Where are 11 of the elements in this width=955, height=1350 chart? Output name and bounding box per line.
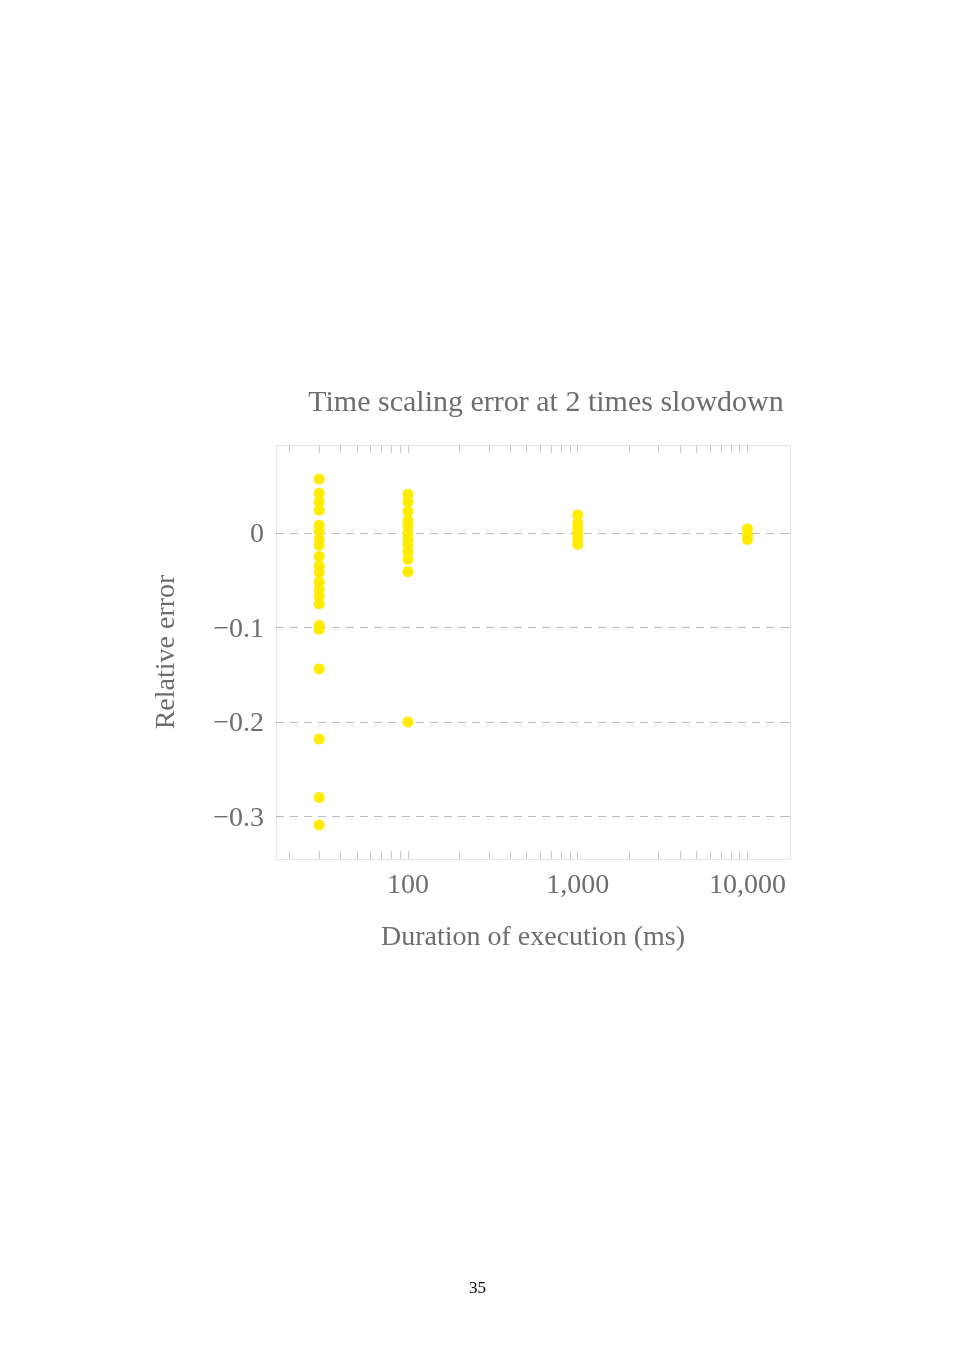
- x-axis-title: Duration of execution (ms): [380, 919, 686, 951]
- y-tick-label: 0: [250, 517, 264, 549]
- x-tick-label: 100: [386, 867, 429, 899]
- text: 35: [469, 1278, 486, 1297]
- y-tick-label: −0.1: [213, 611, 264, 643]
- chart-title: Time scaling error at 2 times slowdown: [308, 383, 784, 417]
- y-tick-label: −0.2: [213, 706, 264, 738]
- y-tick-label: −0.3: [213, 800, 264, 832]
- y-axis-title: Relative error: [148, 573, 180, 730]
- x-tick-label: 1,000: [546, 867, 610, 899]
- x-tick-label: 10,000: [708, 867, 786, 899]
